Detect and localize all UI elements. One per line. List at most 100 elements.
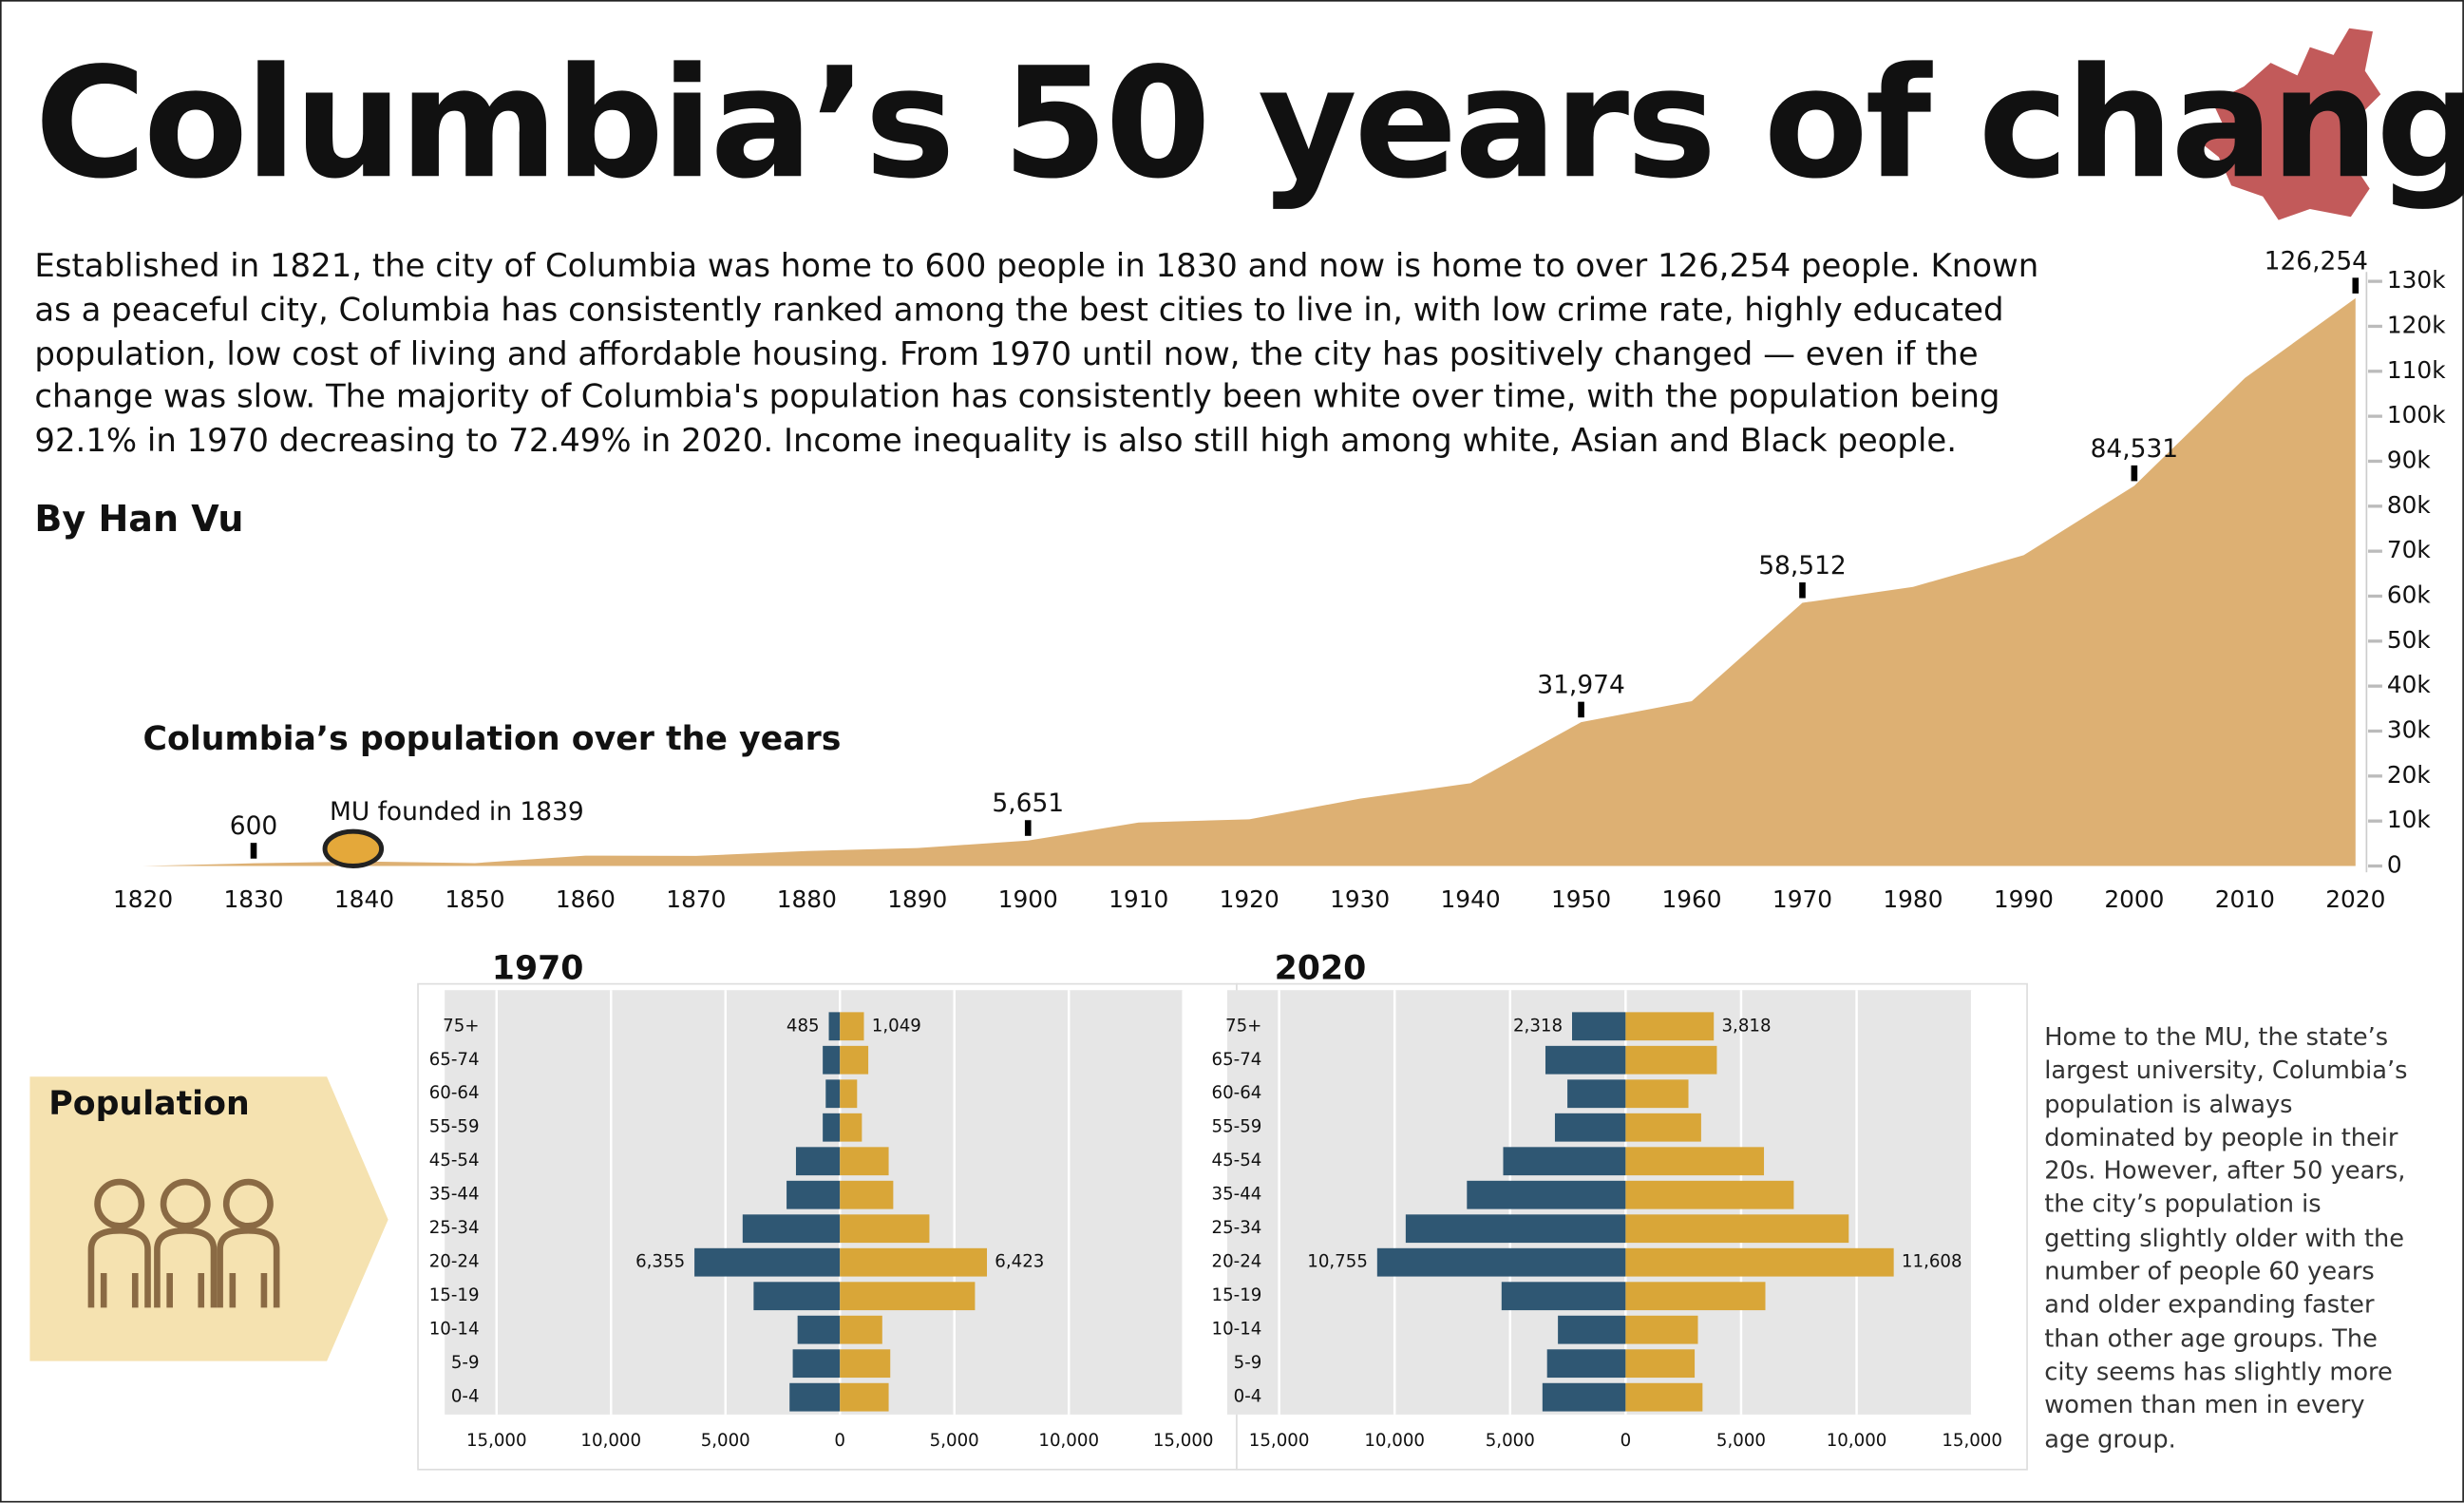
- y-tick-label: 90k: [2387, 446, 2432, 473]
- bar: [742, 1214, 841, 1244]
- category-label: 0-4: [1234, 1387, 1262, 1407]
- bar: [787, 1180, 841, 1209]
- bar: [840, 1349, 891, 1379]
- label-marker: [1024, 820, 1032, 836]
- bar: [792, 1349, 841, 1379]
- x-tick-label: 1930: [1330, 885, 1390, 913]
- x-tick-label: 15,000: [1942, 1431, 2002, 1451]
- x-tick-label: 1850: [445, 885, 504, 913]
- category-label: 15-19: [1212, 1285, 1262, 1305]
- category-label: 65-74: [1212, 1050, 1262, 1070]
- x-tick-label: 1960: [1661, 885, 1721, 913]
- bar: [1405, 1214, 1626, 1244]
- x-tick-label: 1920: [1220, 885, 1279, 913]
- x-tick-label: 15,000: [1249, 1431, 1310, 1451]
- bar: [1625, 1079, 1689, 1109]
- bar: [1376, 1247, 1626, 1277]
- bar: [1625, 1382, 1703, 1412]
- bar: [1625, 1214, 1849, 1244]
- y-tick-label: 120k: [2387, 311, 2446, 338]
- category-label: 15-19: [429, 1285, 480, 1305]
- y-tick-label: 30k: [2387, 716, 2432, 744]
- category-label: 35-44: [429, 1185, 480, 1205]
- category-label: 10-14: [429, 1320, 480, 1340]
- bar: [789, 1382, 841, 1412]
- x-tick-label: 1890: [887, 885, 947, 913]
- data-label: 10,755: [1307, 1252, 1368, 1272]
- category-label: 45-54: [1212, 1151, 1262, 1170]
- bar: [840, 1315, 882, 1344]
- category-label: 75+: [443, 1016, 479, 1036]
- data-label: 84,531: [2091, 434, 2179, 464]
- annotation: MU founded in 1839: [330, 797, 584, 827]
- bar: [825, 1079, 841, 1109]
- bar: [1625, 1012, 1715, 1041]
- intro: Established in 1821, the city of Columbi…: [34, 246, 2039, 460]
- label-marker: [2131, 465, 2138, 482]
- x-tick-label: 15,000: [466, 1431, 527, 1451]
- chart-title: Columbia’s population over the years: [143, 720, 842, 758]
- category-label: 20-24: [1212, 1252, 1262, 1272]
- y-tick-label: 70k: [2387, 536, 2432, 563]
- bar: [1625, 1315, 1698, 1344]
- bar: [1501, 1282, 1626, 1311]
- x-tick-label: 1880: [777, 885, 837, 913]
- data-label: 1,049: [872, 1016, 921, 1036]
- data-label: 485: [787, 1016, 820, 1036]
- data-label: 2,318: [1513, 1016, 1563, 1036]
- x-tick-label: 2010: [2215, 885, 2275, 913]
- x-tick-label: 10,000: [1827, 1431, 1887, 1451]
- data-label: 5,651: [992, 789, 1064, 818]
- bar: [840, 1012, 864, 1041]
- bar: [840, 1079, 858, 1109]
- bar: [1625, 1247, 1894, 1277]
- bar: [1625, 1349, 1696, 1379]
- label-marker: [250, 843, 257, 859]
- sidebar-label: Population: [48, 1084, 250, 1123]
- category-label: 25-34: [1212, 1218, 1262, 1238]
- x-tick-label: 1970: [1772, 885, 1832, 913]
- bar: [840, 1214, 930, 1244]
- y-tick-label: 20k: [2387, 761, 2432, 789]
- area: [142, 297, 2356, 866]
- data-label: 31,974: [1537, 671, 1625, 700]
- category-label: 65-74: [429, 1050, 480, 1070]
- panel-title: 1970: [492, 950, 584, 988]
- x-tick-label: 5,000: [1716, 1431, 1766, 1451]
- x-tick-label: 1830: [223, 885, 283, 913]
- category-label: 35-44: [1212, 1185, 1262, 1205]
- x-tick-label: 1980: [1883, 885, 1943, 913]
- x-tick-label: 1990: [1994, 885, 2054, 913]
- category-label: 5-9: [451, 1353, 480, 1373]
- x-tick-label: 5,000: [930, 1431, 979, 1451]
- bar: [1572, 1012, 1626, 1041]
- category-label: 60-64: [429, 1083, 480, 1103]
- people-icon: [87, 1178, 280, 1308]
- panel-title: 2020: [1275, 950, 1367, 988]
- data-label: 58,512: [1758, 551, 1847, 580]
- x-tick-label: 15,000: [1153, 1431, 1214, 1451]
- bar: [840, 1382, 889, 1412]
- category-label: 75+: [1225, 1016, 1261, 1036]
- sidebar-shape: [29, 1076, 389, 1361]
- x-tick-label: 2020: [2325, 885, 2385, 913]
- bar: [840, 1247, 988, 1277]
- x-tick-label: 5,000: [701, 1431, 750, 1451]
- city-map: [2203, 28, 2381, 220]
- label-marker: [1799, 582, 1806, 599]
- category-label: 0-4: [451, 1387, 480, 1407]
- data-label: 3,818: [1721, 1016, 1771, 1036]
- bar: [797, 1315, 841, 1344]
- bar: [1625, 1113, 1701, 1142]
- bar: [795, 1147, 841, 1176]
- x-tick-label: 1820: [113, 885, 173, 913]
- x-tick-label: 0: [1621, 1431, 1632, 1451]
- category-label: 20-24: [429, 1252, 480, 1272]
- title: Columbia’s 50 years of change: [34, 34, 2464, 213]
- bar: [1554, 1113, 1626, 1142]
- byline: By Han Vu: [34, 500, 244, 542]
- category-label: 55-59: [1212, 1117, 1262, 1137]
